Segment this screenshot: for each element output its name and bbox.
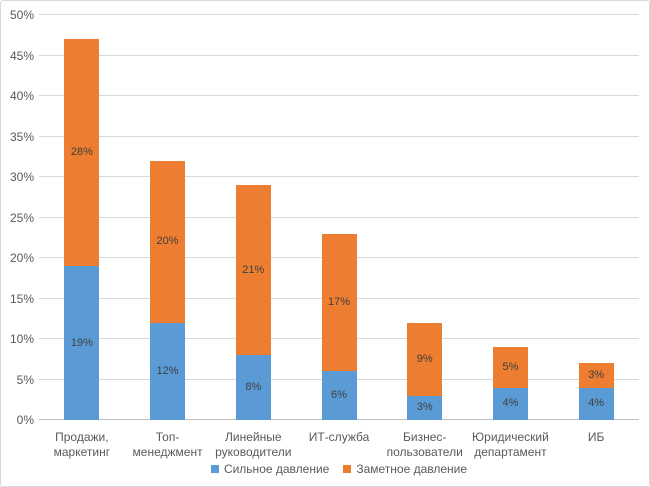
bar-value-label: 5%: [502, 360, 519, 373]
stacked-bar: 8% 21%: [235, 15, 271, 420]
stacked-bar: 4% 3%: [578, 15, 614, 420]
x-axis-category-label: Продажи, маркетинг: [53, 430, 111, 459]
bar-value-label: 6%: [331, 389, 347, 402]
legend-item: Сильное давление: [210, 462, 330, 476]
bar-segment: 3%: [407, 395, 443, 420]
x-axis-category-label: ИБ: [587, 430, 605, 444]
bar-value-label: 3%: [588, 368, 605, 381]
bar-segment: 9%: [407, 322, 443, 396]
x-axis-category-label: Топ-менеджмент: [132, 430, 203, 459]
stacked-bar: 3% 9%: [407, 15, 443, 420]
bar-value-label: 3%: [416, 401, 433, 414]
legend-label: Заметное давление: [356, 462, 468, 476]
bar-value-label: 19%: [70, 336, 93, 349]
gridline: [39, 176, 639, 177]
bar-segment: 4%: [578, 387, 614, 420]
bar-segment: 3%: [578, 363, 614, 388]
legend-color-swatch-icon: [210, 465, 219, 473]
bar-segment: 8%: [235, 355, 271, 420]
gridline: [39, 54, 639, 56]
x-axis-category-label: Бизнес-пользователи: [386, 430, 463, 459]
bar-segment: 28%: [64, 39, 100, 267]
bar-value-label: 4%: [588, 397, 605, 410]
bar-value-label: 12%: [156, 364, 179, 377]
y-axis-tick-label: 25%: [9, 210, 34, 225]
y-axis-tick-label: 5%: [16, 372, 34, 387]
legend-color-swatch-icon: [343, 465, 352, 473]
bar-value-label: 8%: [245, 381, 262, 394]
stacked-bar: 19% 28%: [64, 15, 100, 420]
y-axis-tick-label: 0%: [16, 413, 34, 427]
bar-segment: 19%: [64, 266, 100, 420]
x-axis-category-label: Линейные руководители: [215, 430, 292, 459]
x-axis-category-label: ИТ-служба: [308, 430, 370, 444]
bar-value-label: 17%: [327, 296, 351, 309]
bar-value-label: 4%: [502, 397, 519, 410]
y-axis-tick-label: 50%: [9, 8, 34, 22]
bar-segment: 21%: [235, 185, 271, 356]
legend-label: Сильное давление: [223, 462, 330, 476]
y-axis-tick-label: 10%: [9, 332, 34, 346]
plot-area: 19% 28% 12% 20% 8% 21% 6% 17% 3% 9% 4% 5% 4% 3%: [39, 14, 639, 420]
gridline: [39, 95, 639, 96]
y-axis-tick-label: 40%: [9, 89, 34, 103]
legend-item: Заметное давление: [343, 462, 467, 476]
bar-segment: 4%: [492, 387, 528, 420]
bar-segment: 12%: [150, 322, 186, 420]
stacked-bar: 6% 17%: [321, 15, 357, 420]
stacked-bar: 4% 5%: [492, 15, 528, 420]
bar-value-label: 20%: [156, 235, 179, 248]
y-axis-tick-label: 15%: [9, 291, 34, 306]
bar-value-label: 21%: [242, 263, 265, 276]
bar-segment: 5%: [492, 347, 528, 388]
bar-value-label: 28%: [70, 146, 93, 159]
gridline: [39, 135, 639, 137]
y-axis-tick-label: 20%: [9, 251, 34, 265]
y-axis-tick-label: 45%: [9, 48, 34, 63]
y-axis-labels: 0% 5% 10% 15% 20% 25% 30% 35% 40% 45% 50%: [1, 1, 34, 427]
gridline: [39, 14, 639, 15]
gridline: [39, 216, 639, 218]
y-axis-tick-label: 35%: [9, 129, 34, 144]
bar-segment: 6%: [321, 371, 357, 420]
bar-segment: 20%: [150, 160, 186, 323]
stacked-bar: 12% 20%: [150, 15, 186, 420]
bar-segment: 17%: [321, 233, 357, 372]
y-axis-tick-label: 30%: [9, 170, 34, 184]
chart-legend: Сильное давление Заметное давление: [39, 462, 639, 476]
bar-value-label: 9%: [416, 352, 433, 365]
x-axis-category-label: Юридический департамент: [472, 430, 549, 459]
